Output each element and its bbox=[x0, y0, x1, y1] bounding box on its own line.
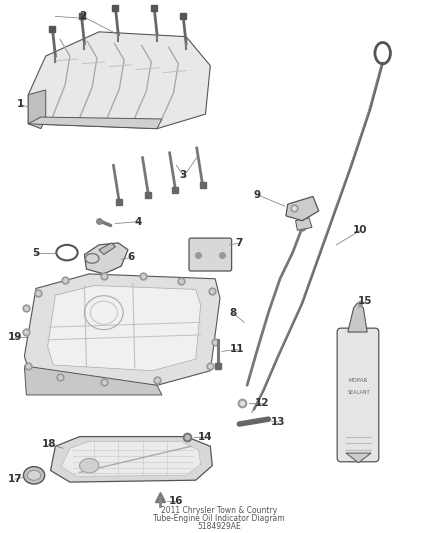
Text: 10: 10 bbox=[353, 225, 367, 236]
Polygon shape bbox=[25, 366, 162, 395]
Text: 12: 12 bbox=[254, 398, 269, 408]
Polygon shape bbox=[61, 441, 201, 477]
Ellipse shape bbox=[27, 471, 41, 480]
Text: 5184929AE: 5184929AE bbox=[197, 522, 241, 531]
Text: 16: 16 bbox=[169, 496, 184, 506]
Polygon shape bbox=[99, 243, 116, 255]
Text: 4: 4 bbox=[135, 216, 142, 227]
Text: 1: 1 bbox=[17, 100, 24, 109]
Text: 19: 19 bbox=[7, 332, 22, 342]
Polygon shape bbox=[28, 117, 162, 128]
Polygon shape bbox=[25, 274, 220, 385]
Ellipse shape bbox=[23, 466, 45, 484]
Polygon shape bbox=[346, 453, 371, 463]
Text: 3: 3 bbox=[180, 170, 187, 180]
Text: 2011 Chrysler Town & Country: 2011 Chrysler Town & Country bbox=[161, 506, 277, 515]
Polygon shape bbox=[28, 90, 46, 128]
Polygon shape bbox=[28, 32, 210, 128]
FancyBboxPatch shape bbox=[189, 238, 232, 271]
Text: 5: 5 bbox=[32, 248, 39, 257]
Ellipse shape bbox=[80, 458, 99, 473]
Polygon shape bbox=[348, 303, 367, 332]
Text: 18: 18 bbox=[41, 439, 56, 449]
Text: 9: 9 bbox=[253, 190, 260, 199]
Polygon shape bbox=[50, 437, 212, 482]
Polygon shape bbox=[286, 197, 319, 221]
Text: 17: 17 bbox=[7, 474, 22, 484]
Polygon shape bbox=[296, 218, 312, 230]
Text: 15: 15 bbox=[358, 296, 372, 306]
Text: 14: 14 bbox=[198, 432, 213, 442]
Text: 13: 13 bbox=[271, 417, 285, 427]
Text: 2: 2 bbox=[79, 11, 86, 21]
Text: 7: 7 bbox=[236, 238, 243, 248]
Polygon shape bbox=[85, 243, 128, 274]
Text: 6: 6 bbox=[127, 253, 134, 262]
Text: MOPAR: MOPAR bbox=[349, 378, 368, 383]
Text: Tube-Engine Oil Indicator Diagram: Tube-Engine Oil Indicator Diagram bbox=[153, 514, 285, 523]
Polygon shape bbox=[48, 286, 201, 371]
FancyBboxPatch shape bbox=[337, 328, 379, 462]
Text: SEALANT: SEALANT bbox=[347, 390, 370, 394]
Text: 11: 11 bbox=[230, 344, 245, 354]
Text: 8: 8 bbox=[229, 308, 236, 318]
